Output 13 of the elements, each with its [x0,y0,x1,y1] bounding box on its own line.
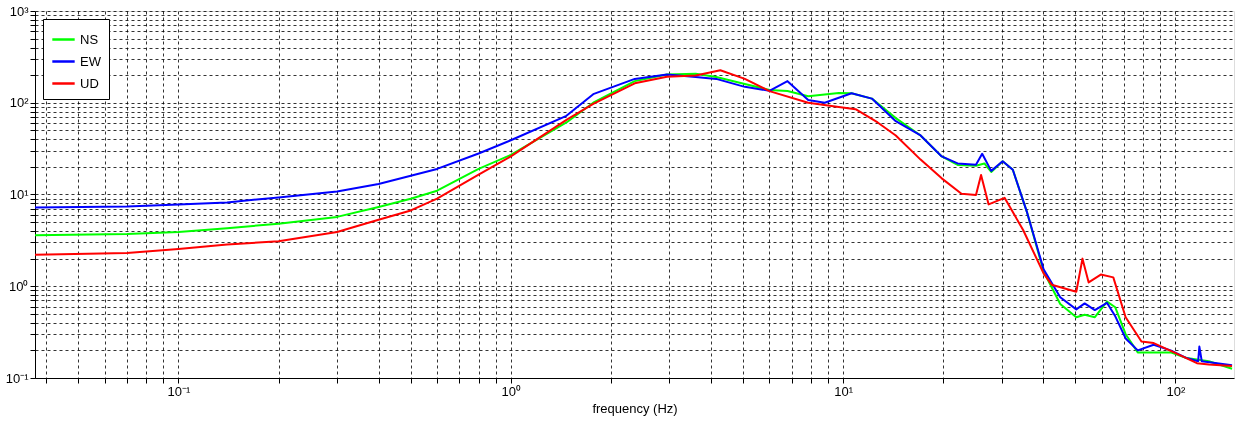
y-tick-label: 10⁻¹ [5,370,30,386]
y-tick-label: 10¹ [9,187,30,202]
x-tick-label: 10⁻¹ [167,383,192,399]
legend-label: UD [80,75,99,91]
x-axis-title: frequency (Hz) [592,400,678,416]
y-tick-label: 10³ [9,3,30,19]
legend-label: NS [80,31,99,47]
legend-label: EW [80,53,102,69]
y-tick-label: 10⁰ [9,278,29,294]
x-tick-label: 10¹ [834,383,854,399]
y-tick-label: 10² [9,95,30,111]
x-tick-label: 10² [1166,383,1187,399]
x-tick-label: 10⁰ [501,383,522,399]
